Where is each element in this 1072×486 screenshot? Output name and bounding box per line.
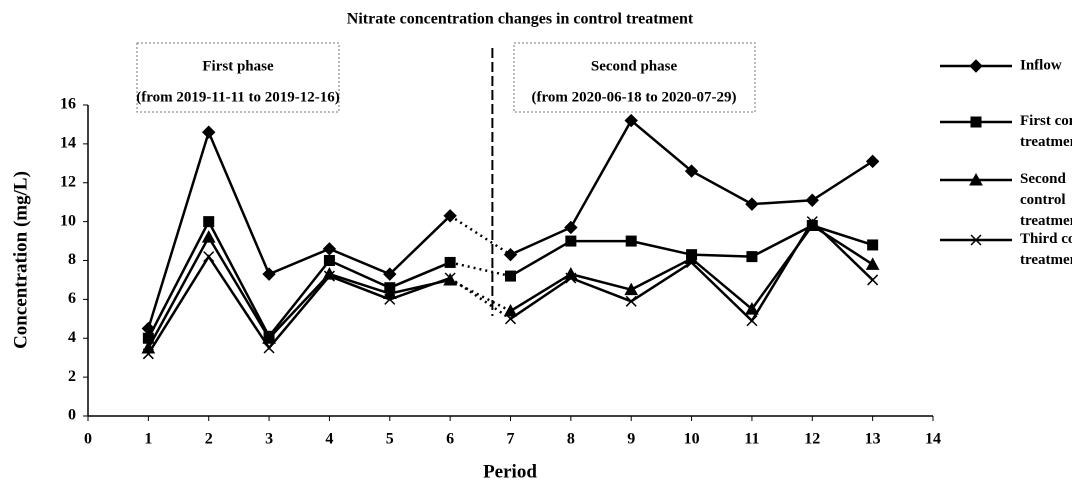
marker (969, 59, 983, 73)
phase-connector (449, 261, 511, 278)
chart-title: Nitrate concentration changes in control… (347, 11, 694, 28)
y-tick-label: 14 (60, 135, 76, 152)
marker (323, 270, 335, 282)
x-tick-label: 1 (144, 431, 152, 448)
y-tick-label: 0 (68, 407, 76, 424)
series-line (147, 234, 451, 349)
marker (504, 313, 517, 325)
marker (503, 303, 518, 317)
marker (505, 270, 516, 282)
x-tick-label: 13 (865, 431, 881, 448)
marker (684, 164, 699, 178)
marker (865, 257, 880, 270)
phase-connector (449, 276, 512, 320)
x-tick-label: 8 (567, 431, 575, 448)
marker (262, 267, 276, 281)
y-axis-label: Concentration (mg/L) (10, 171, 31, 349)
marker (503, 247, 518, 262)
marker (565, 272, 577, 284)
x-axis-label: Period (483, 461, 537, 482)
y-tick-label: 16 (60, 96, 76, 113)
phase-range: (from 2020-06-18 to 2020-07-29) (531, 89, 736, 105)
marker (745, 302, 759, 315)
phase-title: First phase (202, 58, 274, 74)
x-tick-label: 0 (84, 431, 92, 448)
series-line (147, 128, 452, 329)
marker (323, 255, 335, 266)
legend-label: Inflow (1020, 57, 1062, 73)
series-line (147, 254, 451, 355)
x-tick-label: 6 (446, 431, 454, 448)
marker (624, 113, 638, 128)
series-line (509, 118, 874, 256)
marker (970, 116, 982, 128)
x-tick-label: 12 (804, 431, 820, 448)
phase-title: Second phase (591, 58, 678, 74)
marker (625, 235, 637, 247)
marker (867, 239, 879, 251)
legend-label: Secondcontroltreatment (1020, 171, 1072, 229)
marker (806, 216, 818, 228)
y-tick-label: 2 (68, 368, 76, 385)
marker (686, 256, 698, 268)
marker (203, 251, 215, 263)
phase-connector (449, 214, 512, 256)
x-tick-label: 11 (744, 431, 759, 448)
marker (565, 235, 577, 247)
y-tick-label: 8 (68, 251, 76, 268)
marker (443, 209, 457, 223)
marker (969, 172, 983, 186)
marker (865, 154, 880, 169)
marker (624, 282, 639, 296)
series-line (509, 219, 874, 323)
marker (746, 251, 758, 263)
marker (444, 272, 456, 284)
y-tick-label: 6 (68, 290, 76, 307)
series-line (509, 223, 874, 313)
marker (263, 342, 275, 354)
marker (867, 274, 879, 286)
y-tick-label: 10 (60, 212, 76, 229)
phase-box (136, 42, 340, 113)
phase-range: (from 2019-11-11 to 2019-12-16) (136, 89, 339, 105)
y-tick-label: 12 (60, 173, 76, 190)
series-line (147, 218, 451, 339)
marker (383, 267, 397, 281)
marker (202, 125, 216, 139)
x-tick-label: 3 (265, 431, 273, 448)
marker (384, 293, 396, 305)
marker (444, 256, 456, 268)
y-tick-label: 4 (68, 329, 76, 346)
marker (142, 348, 154, 360)
marker (970, 234, 982, 246)
x-tick-label: 14 (925, 431, 941, 448)
x-tick-label: 5 (386, 431, 394, 448)
marker (805, 193, 819, 207)
x-tick-label: 9 (627, 431, 635, 448)
marker (564, 220, 578, 235)
marker (201, 230, 216, 243)
x-tick-label: 7 (507, 431, 515, 448)
phase-box (513, 42, 756, 113)
marker (625, 295, 637, 307)
marker (746, 315, 758, 327)
x-tick-label: 10 (684, 431, 700, 448)
x-tick-label: 4 (325, 431, 333, 448)
phase-connector (449, 278, 512, 313)
marker (322, 242, 337, 256)
marker (745, 197, 759, 211)
marker (203, 216, 215, 228)
marker (262, 331, 276, 344)
x-tick-label: 2 (205, 431, 213, 448)
